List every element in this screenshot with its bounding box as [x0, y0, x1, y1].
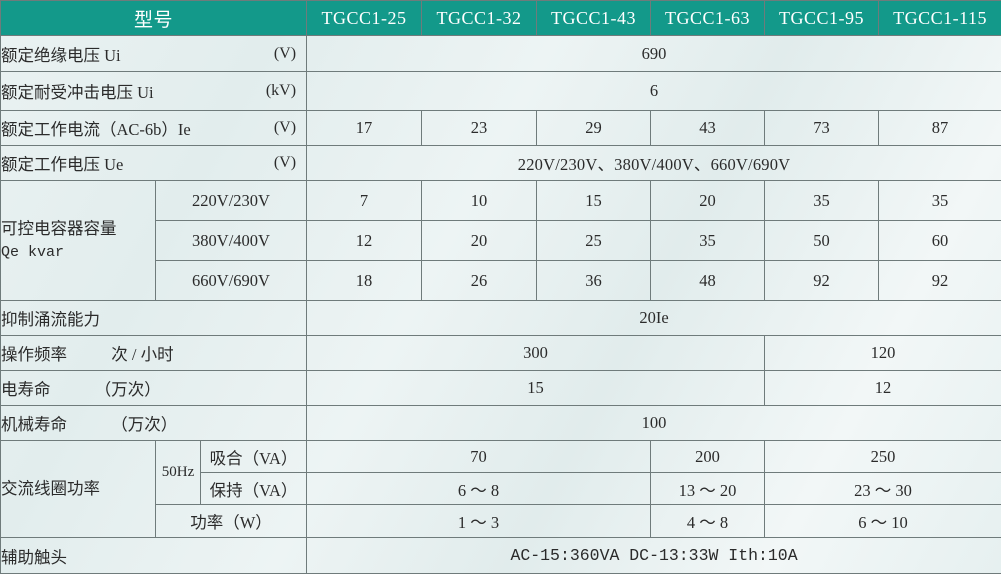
value-coil-pickup-2: 200 — [651, 441, 765, 473]
value-capacitor-380-1: 12 — [307, 221, 422, 261]
value-coil-watt-2: 4 ～ 8 — [651, 505, 765, 538]
row-inrush-suppression: 抑制涌流能力 20Ie — [1, 301, 1001, 336]
label-working-current-unit: (V) — [274, 119, 296, 137]
label-electrical-life-unit: （万次） — [95, 380, 161, 399]
label-coil-frequency: 50Hz — [156, 441, 201, 505]
value-operating-frequency-right: 120 — [765, 336, 1001, 371]
label-coil-watt: 功率（W） — [156, 505, 307, 538]
value-capacitor-660-3: 36 — [537, 261, 651, 301]
value-capacitor-660-6: 92 — [879, 261, 1001, 301]
row-impulse-voltage: 额定耐受冲击电压 Ui (kV) 6 — [1, 72, 1001, 111]
value-working-current-6: 87 — [879, 111, 1001, 146]
label-operating-frequency-unit: 次 / 小时 — [111, 345, 173, 364]
label-working-voltage-text: 额定工作电压 Ue — [1, 151, 123, 175]
label-mechanical-life-text: 机械寿命 — [1, 415, 67, 434]
value-coil-hold-1: 6 ～ 8 — [307, 473, 651, 505]
row-operating-frequency: 操作频率 次 / 小时 300 120 — [1, 336, 1001, 371]
value-capacitor-220-1: 7 — [307, 181, 422, 221]
label-capacitor-660v: 660V/690V — [156, 261, 307, 301]
label-capacitor-220v: 220V/230V — [156, 181, 307, 221]
table-header-row: 型号 TGCC1-25 TGCC1-32 TGCC1-43 TGCC1-63 T… — [1, 1, 1001, 36]
label-working-current-text: 额定工作电流（AC-6b）Ie — [1, 116, 191, 140]
label-insulation-voltage: 额定绝缘电压 Ui (V) — [1, 36, 307, 72]
header-model-tgcc1-115: TGCC1-115 — [879, 1, 1001, 36]
value-mechanical-life: 100 — [307, 406, 1001, 441]
row-electrical-life: 电寿命 （万次） 15 12 — [1, 371, 1001, 406]
value-capacitor-380-5: 50 — [765, 221, 879, 261]
value-capacitor-380-2: 20 — [422, 221, 537, 261]
value-coil-pickup-1: 70 — [307, 441, 651, 473]
label-operating-frequency-text: 操作频率 — [1, 345, 67, 364]
label-capacitor-capacity-group: 可控电容器容量 Qe kvar — [1, 181, 156, 301]
value-capacitor-220-2: 10 — [422, 181, 537, 221]
header-model-tgcc1-95: TGCC1-95 — [765, 1, 879, 36]
header-model-tgcc1-43: TGCC1-43 — [537, 1, 651, 36]
label-working-current: 额定工作电流（AC-6b）Ie (V) — [1, 111, 307, 146]
row-capacitor-220: 可控电容器容量 Qe kvar 220V/230V 7 10 15 20 35 … — [1, 181, 1001, 221]
label-electrical-life: 电寿命 （万次） — [1, 371, 307, 406]
label-inrush-suppression: 抑制涌流能力 — [1, 301, 307, 336]
label-capacitor-capacity-line1: 可控电容器容量 — [1, 217, 155, 242]
value-inrush-suppression: 20Ie — [307, 301, 1001, 336]
value-working-current-1: 17 — [307, 111, 422, 146]
value-capacitor-380-3: 25 — [537, 221, 651, 261]
row-coil-pickup: 交流线圈功率 50Hz 吸合（VA） 70 200 250 — [1, 441, 1001, 473]
row-auxiliary-contact: 辅助触头 AC-15:360VA DC-13:33W Ith:10A — [1, 538, 1001, 574]
label-working-voltage: 额定工作电压 Ue (V) — [1, 146, 307, 181]
value-capacitor-220-3: 15 — [537, 181, 651, 221]
value-capacitor-220-4: 20 — [651, 181, 765, 221]
value-insulation-voltage: 690 — [307, 36, 1001, 72]
value-working-current-5: 73 — [765, 111, 879, 146]
value-impulse-voltage: 6 — [307, 72, 1001, 111]
label-insulation-voltage-unit: (V) — [274, 45, 296, 63]
value-electrical-life-left: 15 — [307, 371, 765, 406]
label-working-voltage-unit: (V) — [274, 154, 296, 172]
value-coil-hold-2: 13 ～ 20 — [651, 473, 765, 505]
value-electrical-life-right: 12 — [765, 371, 1001, 406]
value-capacitor-660-1: 18 — [307, 261, 422, 301]
row-insulation-voltage: 额定绝缘电压 Ui (V) 690 — [1, 36, 1001, 72]
value-capacitor-660-5: 92 — [765, 261, 879, 301]
label-mechanical-life-unit: （万次） — [111, 415, 177, 434]
label-operating-frequency: 操作频率 次 / 小时 — [1, 336, 307, 371]
row-mechanical-life: 机械寿命 （万次） 100 — [1, 406, 1001, 441]
value-auxiliary-contact: AC-15:360VA DC-13:33W Ith:10A — [307, 538, 1001, 574]
value-capacitor-380-6: 60 — [879, 221, 1001, 261]
value-coil-pickup-3: 250 — [765, 441, 1001, 473]
value-coil-watt-3: 6 ～ 10 — [765, 505, 1001, 538]
row-working-current: 额定工作电流（AC-6b）Ie (V) 17 23 29 43 73 87 — [1, 111, 1001, 146]
label-coil-power-group: 交流线圈功率 — [1, 441, 156, 538]
label-electrical-life-text: 电寿命 — [1, 380, 51, 399]
value-coil-hold-3: 23 ～ 30 — [765, 473, 1001, 505]
header-model-tgcc1-63: TGCC1-63 — [651, 1, 765, 36]
value-capacitor-220-6: 35 — [879, 181, 1001, 221]
value-operating-frequency-left: 300 — [307, 336, 765, 371]
label-insulation-voltage-text: 额定绝缘电压 Ui — [1, 42, 121, 66]
value-capacitor-380-4: 35 — [651, 221, 765, 261]
value-working-current-3: 29 — [537, 111, 651, 146]
value-coil-watt-1: 1 ～ 3 — [307, 505, 651, 538]
label-impulse-voltage: 额定耐受冲击电压 Ui (kV) — [1, 72, 307, 111]
header-model-tgcc1-25: TGCC1-25 — [307, 1, 422, 36]
label-auxiliary-contact: 辅助触头 — [1, 538, 307, 574]
label-impulse-voltage-unit: (kV) — [266, 82, 296, 100]
label-impulse-voltage-text: 额定耐受冲击电压 Ui — [1, 79, 154, 103]
value-working-voltage: 220V/230V、380V/400V、660V/690V — [307, 146, 1001, 181]
label-mechanical-life: 机械寿命 （万次） — [1, 406, 307, 441]
row-working-voltage: 额定工作电压 Ue (V) 220V/230V、380V/400V、660V/6… — [1, 146, 1001, 181]
label-capacitor-capacity-line2: Qe kvar — [1, 242, 155, 265]
label-coil-pickup: 吸合（VA） — [201, 441, 307, 473]
header-model-label: 型号 — [1, 1, 307, 36]
value-capacitor-660-4: 48 — [651, 261, 765, 301]
header-model-tgcc1-32: TGCC1-32 — [422, 1, 537, 36]
label-coil-hold: 保持（VA） — [201, 473, 307, 505]
value-capacitor-220-5: 35 — [765, 181, 879, 221]
value-working-current-4: 43 — [651, 111, 765, 146]
label-capacitor-380v: 380V/400V — [156, 221, 307, 261]
value-working-current-2: 23 — [422, 111, 537, 146]
value-capacitor-660-2: 26 — [422, 261, 537, 301]
